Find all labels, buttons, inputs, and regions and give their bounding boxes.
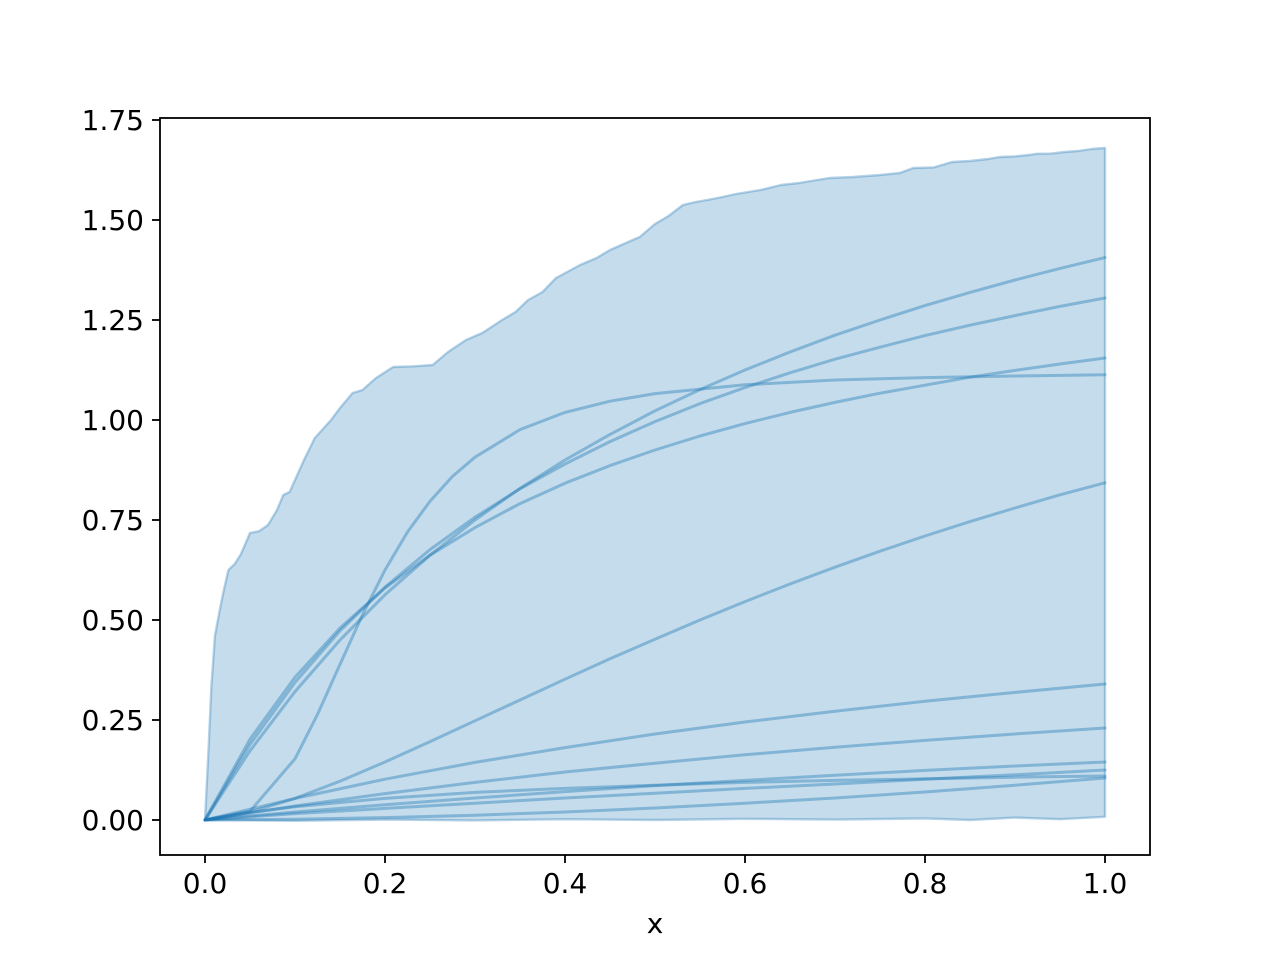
curve-line-11 bbox=[203, 776, 1107, 822]
curve-line-6 bbox=[203, 682, 1107, 822]
y-tick-label: 0.00 bbox=[82, 804, 144, 837]
y-tick-label: 0.50 bbox=[82, 604, 144, 637]
axes-frame bbox=[159, 117, 1151, 856]
y-tick-label: 1.25 bbox=[82, 304, 144, 337]
y-axis: 0.00 0.25 0.50 0.75 1.00 1.25 1.50 1.75 bbox=[82, 104, 160, 837]
envelope-band bbox=[203, 146, 1107, 822]
curve-line-5 bbox=[203, 481, 1107, 822]
y-tick-label: 1.75 bbox=[82, 104, 144, 137]
curve-line-7 bbox=[203, 726, 1107, 822]
x-axis-label: x bbox=[647, 907, 664, 940]
y-tick-label: 1.50 bbox=[82, 204, 144, 237]
curve-line-8 bbox=[203, 760, 1107, 822]
x-tick-label: 0.6 bbox=[723, 867, 768, 900]
x-axis: 0.0 0.2 0.4 0.6 0.8 1.0 bbox=[183, 855, 1128, 900]
curve-line-3 bbox=[203, 356, 1107, 822]
x-tick-label: 0.2 bbox=[363, 867, 408, 900]
curve-line-9 bbox=[203, 768, 1107, 822]
curve-line-10 bbox=[203, 774, 1107, 822]
plot-area bbox=[203, 146, 1107, 822]
y-tick-label: 0.75 bbox=[82, 504, 144, 537]
curve-line-4 bbox=[203, 373, 1107, 822]
y-tick-label: 1.00 bbox=[82, 404, 144, 437]
y-tick-label: 0.25 bbox=[82, 704, 144, 737]
x-tick-label: 0.4 bbox=[543, 867, 588, 900]
x-tick-label: 0.0 bbox=[183, 867, 228, 900]
x-tick-label: 1.0 bbox=[1083, 867, 1128, 900]
curve-line-1 bbox=[203, 256, 1107, 822]
x-tick-label: 0.8 bbox=[903, 867, 948, 900]
curve-line-2 bbox=[203, 296, 1107, 822]
